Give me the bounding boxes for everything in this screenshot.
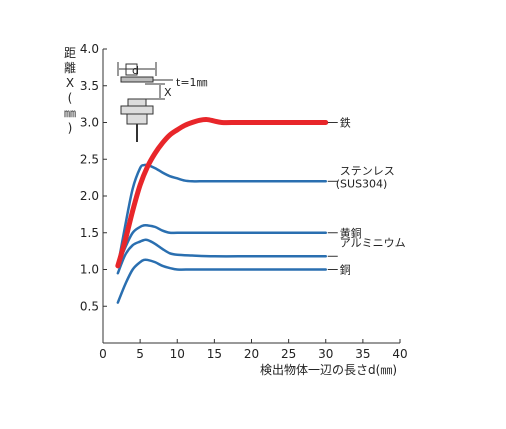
inset-t-label: t=1㎜: [176, 76, 208, 89]
x-axis-title: 検出物体一辺の長さd(㎜): [260, 363, 397, 377]
inset-sensor-nut: [120, 105, 154, 115]
y-axis-title-char-4: (: [68, 91, 73, 105]
y-tick-label-4: 2.5: [80, 152, 99, 166]
series-label-4: 銅: [340, 263, 351, 277]
y-tick-label-6: 3.5: [80, 79, 99, 93]
inset-x-label: X: [164, 86, 172, 99]
x-tick-label-6: 30: [318, 347, 333, 361]
series-label-2: 黄銅: [340, 226, 362, 240]
x-tick-label-1: 5: [136, 347, 144, 361]
y-tick-label-1: 1.0: [80, 263, 99, 277]
series-line-1: [116, 163, 327, 268]
y-tick-label-3: 2.0: [80, 189, 99, 203]
series-line-4: [116, 258, 327, 304]
series-label-1-line1: ステンレス: [340, 164, 395, 177]
x-tick-label-0: 0: [99, 347, 107, 361]
x-tick-label-5: 25: [281, 347, 296, 361]
y-axis-title-char-3: X: [66, 76, 74, 90]
y-axis-title-char-2: 離: [64, 61, 76, 75]
x-tick-label-4: 20: [244, 347, 259, 361]
inset-sensor-head: [127, 98, 147, 107]
y-tick-label-5: 3.0: [80, 116, 99, 130]
x-tick-label-3: 15: [207, 347, 222, 361]
sensor-inset: d t=1㎜ X: [117, 62, 208, 142]
series-layer: [115, 117, 329, 304]
y-tick-label-2: 1.5: [80, 226, 99, 240]
inset-target-plate: [120, 76, 154, 83]
inset-d-label: d: [132, 64, 139, 77]
series-label-3: アルミニウム: [340, 236, 406, 249]
ticks-layer: 0 5 10 15 20 25 30 35 40 0.5 1.0 1.5 2.0 2.5 3.0 3.5 4.0: [80, 42, 408, 361]
y-tick-label-7: 4.0: [80, 42, 99, 56]
series-label-1-line2: (SUS304): [336, 177, 388, 190]
series-label-0: 鉄: [340, 116, 351, 130]
series-line-3: [116, 238, 327, 275]
inset-sensor-body: [126, 113, 148, 125]
y-axis-title-char-1: 距: [64, 46, 76, 60]
x-tick-label-8: 40: [392, 347, 407, 361]
inset-d-box: [125, 63, 138, 76]
x-tick-label-7: 35: [355, 347, 370, 361]
series-line-2: [116, 223, 327, 268]
y-axis-title-char-5: ㎜: [64, 106, 76, 120]
series-line-0: [115, 117, 329, 269]
y-tick-label-0: 0.5: [80, 299, 99, 313]
y-axis-title-char-6: ): [68, 121, 73, 135]
x-tick-label-2: 10: [170, 347, 185, 361]
